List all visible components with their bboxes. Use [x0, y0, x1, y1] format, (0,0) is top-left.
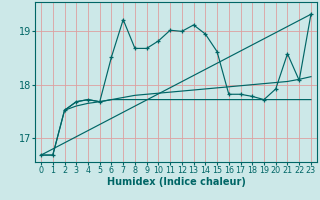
X-axis label: Humidex (Indice chaleur): Humidex (Indice chaleur) [107, 177, 245, 187]
